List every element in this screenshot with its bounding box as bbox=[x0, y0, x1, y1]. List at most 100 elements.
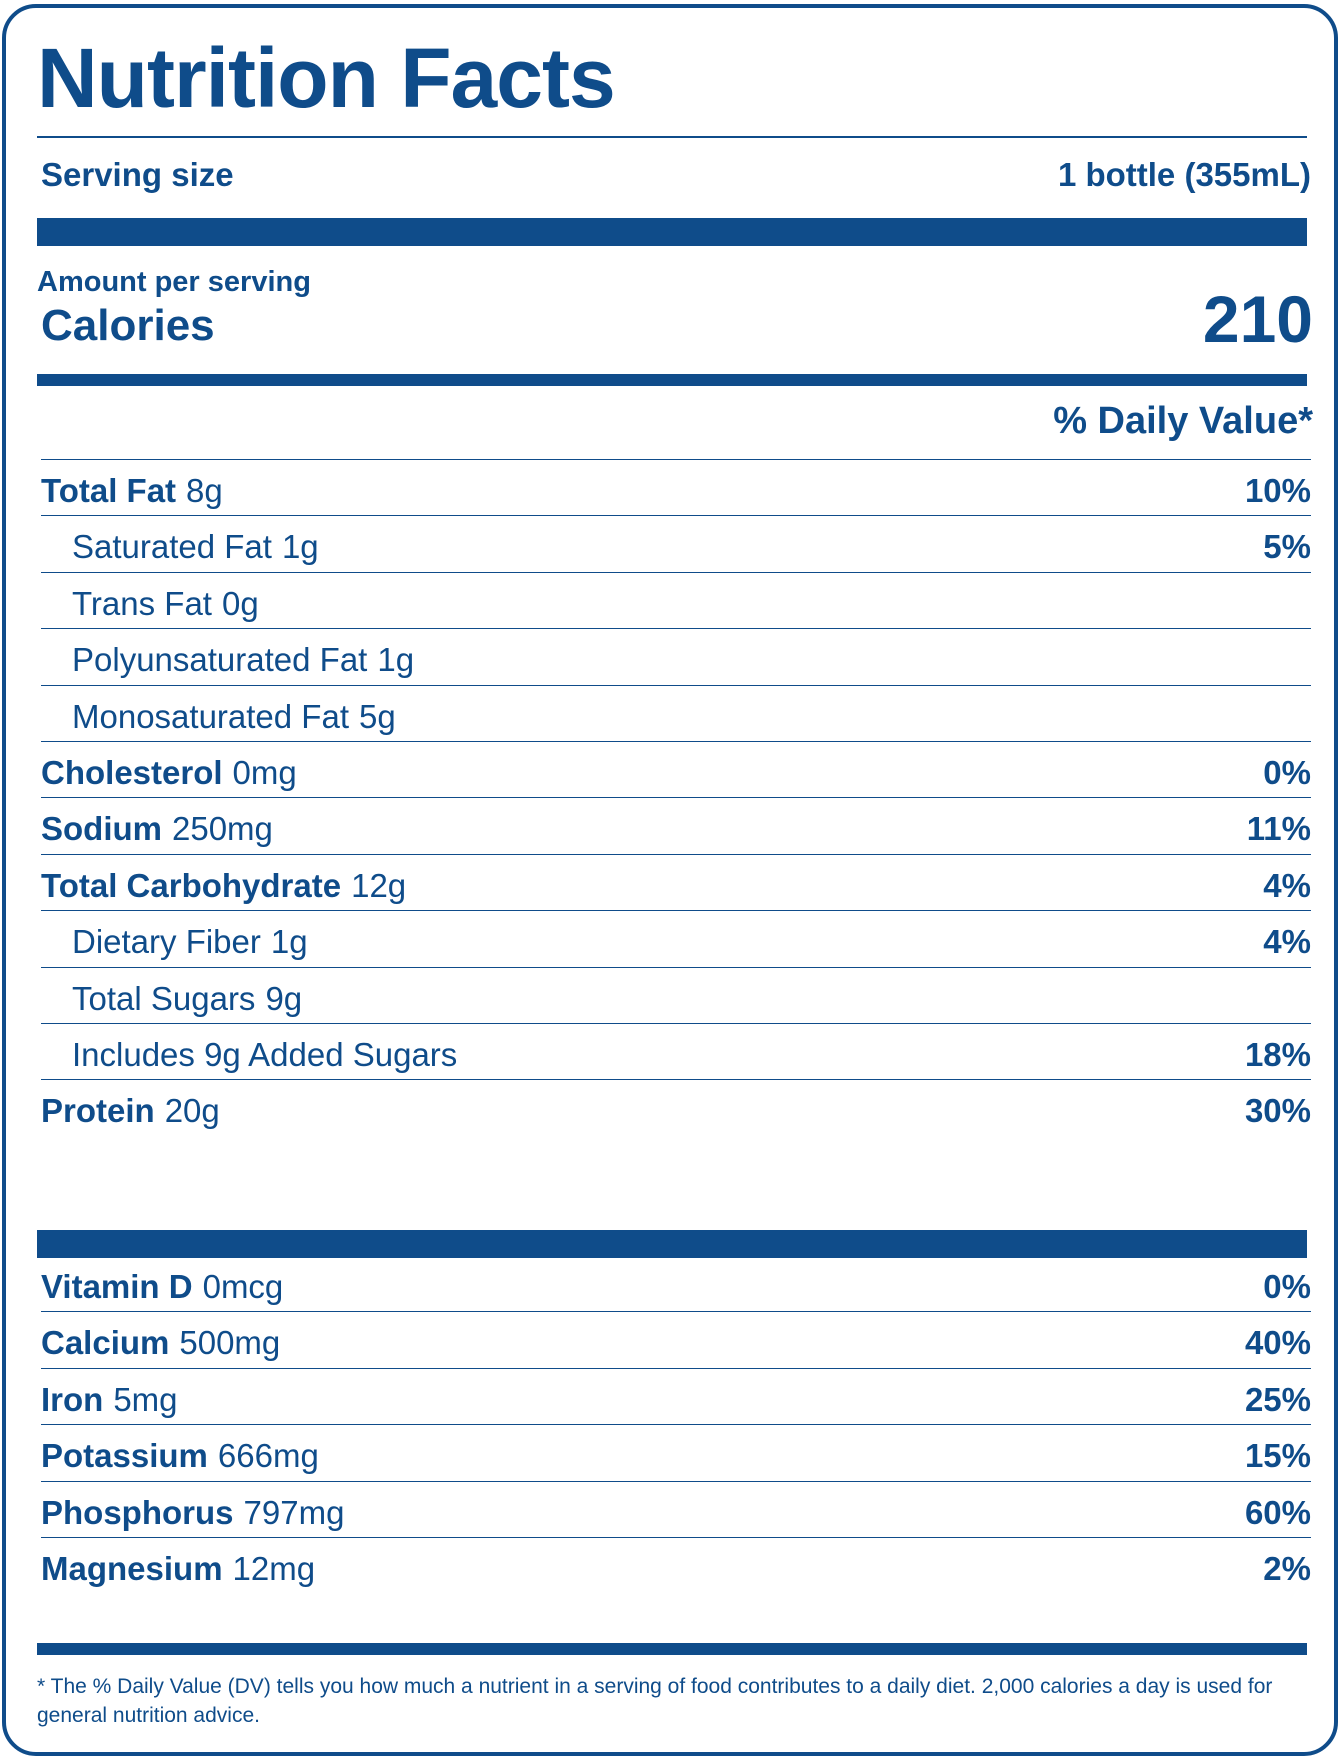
nutrient-content: Phosphorus 797mg bbox=[41, 1496, 344, 1529]
nutrient-name: Total Carbohydrate bbox=[41, 867, 342, 904]
nutrient-name: Total Sugars bbox=[72, 980, 256, 1017]
nutrient-content: Polyunsaturated Fat 1g bbox=[72, 643, 414, 676]
page-title: Nutrition Facts bbox=[37, 31, 616, 125]
nutrient-row: Saturated Fat 1g 5% bbox=[41, 516, 1311, 579]
nutrient-row: Trans Fat 0g bbox=[41, 573, 1311, 636]
nutrient-daily-value: 10% bbox=[1244, 472, 1311, 509]
nutrient-daily-value: 5% bbox=[1263, 528, 1311, 565]
serving-size-label: Serving size bbox=[41, 156, 234, 193]
thick-divider-middle bbox=[37, 1230, 1307, 1258]
nutrient-content: Trans Fat 0g bbox=[72, 587, 259, 620]
nutrient-daily-value: 60% bbox=[1244, 1494, 1311, 1531]
nutrient-amount: 20g bbox=[164, 1092, 220, 1129]
nutrient-name: Saturated Fat bbox=[72, 528, 272, 565]
nutrient-row: Polyunsaturated Fat 1g bbox=[41, 629, 1311, 692]
nutrient-name: Iron bbox=[41, 1381, 104, 1418]
nutrient-row: Total Fat 8g 10% bbox=[41, 460, 1311, 523]
nutrient-content: Saturated Fat 1g bbox=[72, 530, 319, 563]
row-divider bbox=[41, 459, 1311, 460]
nutrient-amount: 500mg bbox=[179, 1324, 281, 1361]
nutrient-amount: 0mg bbox=[232, 754, 297, 791]
nutrient-name: Dietary Fiber bbox=[72, 923, 261, 960]
nutrient-content: Dietary Fiber 1g bbox=[72, 925, 308, 958]
nutrient-row: Magnesium 12mg 2% bbox=[41, 1538, 1311, 1601]
row-divider bbox=[41, 797, 1311, 798]
nutrient-amount: 1g bbox=[281, 528, 319, 565]
nutrient-amount: 0g bbox=[221, 585, 259, 622]
nutrient-content: Protein 20g bbox=[41, 1094, 220, 1127]
nutrient-content: Magnesium 12mg bbox=[41, 1552, 315, 1585]
serving-size-value: 1 bottle (355mL) bbox=[1057, 156, 1311, 193]
calories-label: Calories bbox=[41, 301, 215, 350]
nutrient-amount: 1g bbox=[377, 641, 415, 678]
nutrient-content: Total Fat 8g bbox=[41, 474, 223, 507]
nutrient-row: Potassium 666mg 15% bbox=[41, 1425, 1311, 1488]
row-divider bbox=[41, 628, 1311, 629]
row-divider bbox=[41, 685, 1311, 686]
nutrient-row: Sodium 250mg 11% bbox=[41, 798, 1311, 861]
daily-value-header: % Daily Value* bbox=[1053, 400, 1313, 442]
row-divider bbox=[41, 967, 1311, 968]
nutrient-row: Cholesterol 0mg 0% bbox=[41, 742, 1311, 805]
nutrient-amount: 250mg bbox=[172, 810, 273, 847]
nutrient-name: Monosaturated Fat bbox=[72, 698, 349, 735]
row-divider bbox=[41, 1023, 1311, 1024]
nutrient-row: Phosphorus 797mg 60% bbox=[41, 1482, 1311, 1545]
nutrient-content: Vitamin D 0mcg bbox=[41, 1270, 283, 1303]
row-divider bbox=[41, 515, 1311, 516]
nutrient-daily-value: 0% bbox=[1263, 754, 1311, 791]
nutrient-daily-value: 30% bbox=[1244, 1092, 1311, 1129]
nutrient-amount: 0mcg bbox=[202, 1268, 284, 1305]
nutrient-content: Monosaturated Fat 5g bbox=[72, 700, 396, 733]
row-divider bbox=[41, 910, 1311, 911]
nutrient-row: Protein 20g 30% bbox=[41, 1080, 1311, 1143]
nutrient-daily-value: 25% bbox=[1244, 1381, 1311, 1418]
row-divider bbox=[41, 1368, 1311, 1369]
nutrient-content: Total Sugars 9g bbox=[72, 982, 302, 1015]
nutrient-row: Monosaturated Fat 5g bbox=[41, 686, 1311, 749]
row-divider bbox=[41, 854, 1311, 855]
nutrient-name: Total Fat bbox=[41, 472, 177, 509]
nutrient-amount: 12mg bbox=[232, 1550, 316, 1587]
nutrient-daily-value: 2% bbox=[1263, 1550, 1311, 1587]
nutrient-daily-value: 18% bbox=[1244, 1036, 1311, 1073]
calories-value: 210 bbox=[1202, 282, 1313, 356]
nutrient-name: Includes 9g Added Sugars bbox=[72, 1036, 458, 1073]
thick-divider-bottom bbox=[37, 1643, 1307, 1655]
daily-value-footnote: * The % Daily Value (DV) tells you how m… bbox=[37, 1675, 1273, 1727]
nutrient-row: Vitamin D 0mcg 0% bbox=[41, 1256, 1311, 1319]
nutrient-daily-value: 4% bbox=[1263, 867, 1311, 904]
nutrient-amount: 5g bbox=[359, 698, 396, 735]
nutrient-amount: 12g bbox=[351, 867, 407, 904]
nutrient-name: Phosphorus bbox=[41, 1494, 234, 1531]
nutrient-content: Includes 9g Added Sugars bbox=[72, 1038, 457, 1071]
row-divider bbox=[41, 1537, 1311, 1538]
row-divider bbox=[41, 1424, 1311, 1425]
nutrient-name: Sodium bbox=[41, 810, 162, 847]
nutrient-row: Total Sugars 9g bbox=[41, 968, 1311, 1031]
nutrient-content: Sodium 250mg bbox=[41, 812, 273, 845]
nutrient-row: Dietary Fiber 1g 4% bbox=[41, 911, 1311, 974]
nutrient-name: Cholesterol bbox=[41, 754, 223, 791]
nutrient-amount: 5mg bbox=[113, 1381, 178, 1418]
calories-divider bbox=[37, 374, 1307, 386]
nutrient-daily-value: 40% bbox=[1244, 1324, 1311, 1361]
nutrient-content: Potassium 666mg bbox=[41, 1439, 319, 1472]
nutrient-amount: 666mg bbox=[217, 1437, 319, 1474]
nutrient-content: Total Carbohydrate 12g bbox=[41, 869, 406, 902]
nutrient-name: Trans Fat bbox=[72, 585, 212, 622]
nutrient-row: Calcium 500mg 40% bbox=[41, 1312, 1311, 1375]
nutrient-row: Total Carbohydrate 12g 4% bbox=[41, 855, 1311, 918]
nutrient-amount: 9g bbox=[265, 980, 303, 1017]
title-divider bbox=[37, 136, 1307, 138]
nutrient-daily-value: 4% bbox=[1263, 923, 1311, 960]
nutrient-content: Cholesterol 0mg bbox=[41, 756, 297, 789]
nutrient-name: Potassium bbox=[41, 1437, 208, 1474]
row-divider bbox=[41, 1481, 1311, 1482]
nutrient-name: Calcium bbox=[41, 1324, 170, 1361]
nutrient-row: Includes 9g Added Sugars 18% bbox=[41, 1024, 1311, 1087]
nutrient-name: Vitamin D bbox=[41, 1268, 193, 1305]
nutrition-facts-panel bbox=[2, 4, 1338, 1756]
nutrient-name: Magnesium bbox=[41, 1550, 223, 1587]
nutrient-daily-value: 15% bbox=[1244, 1437, 1311, 1474]
